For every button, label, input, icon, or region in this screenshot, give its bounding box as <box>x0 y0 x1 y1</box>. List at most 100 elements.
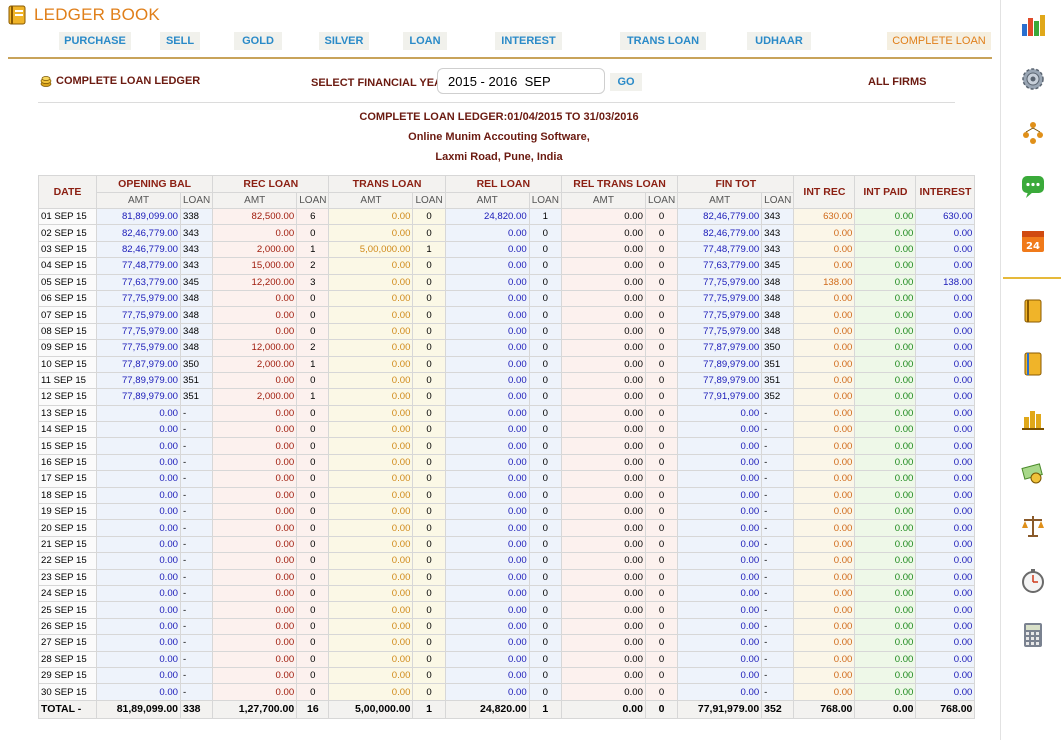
fin-amt-cell: 0.00 <box>677 666 763 685</box>
nav-gold-button[interactable]: GOLD <box>234 32 282 50</box>
cash-icon[interactable] <box>1020 460 1046 486</box>
calculator-icon[interactable] <box>1020 622 1046 648</box>
all-firms-link[interactable]: ALL FIRMS <box>868 76 927 88</box>
fin-amt-cell: 0.00 <box>677 470 763 488</box>
interest-cell: 0.00 <box>915 486 976 505</box>
trans-loan-cell: 0 <box>412 257 446 275</box>
trans-amt-cell: 0.00 <box>328 339 414 357</box>
opening-loan-cell: - <box>179 486 214 505</box>
opening-amt-cell: 0.00 <box>96 486 181 505</box>
opening-amt-cell: 0.00 <box>96 503 181 521</box>
rel-amt-cell: 0.00 <box>444 453 530 472</box>
fin-amt-cell: 0.00 <box>677 650 763 668</box>
table-row: 26 SEP 15 0.00-0.00 0 0.00 0 0.00 0 0.00 0 0.00-0… <box>38 617 976 636</box>
trans-amt-cell: 0.00 <box>328 421 414 439</box>
int-rec-cell: 0.00 <box>793 503 856 521</box>
rel-trans-loan-cell: 0 <box>644 421 679 439</box>
int-rec-cell: 0.00 <box>793 634 856 652</box>
date-cell: 03 SEP 15 <box>38 240 97 259</box>
rel-loan-cell: 0 <box>528 371 562 390</box>
int-paid-cell: 0.00 <box>854 437 917 455</box>
balance-scale-icon[interactable] <box>1020 513 1046 539</box>
opening-amt-cell: 77,75,979.00 <box>96 339 181 357</box>
interest-cell: 0.00 <box>915 453 976 472</box>
calendar-24-icon[interactable]: 24 <box>1020 228 1046 254</box>
trans-loan-cell: 0 <box>412 273 446 291</box>
int-paid-cell: 0.00 <box>854 289 917 308</box>
nav-udhaar-button[interactable]: UDHAAR <box>747 32 811 50</box>
opening-amt-cell: 0.00 <box>96 437 181 455</box>
gear-icon[interactable] <box>1020 66 1046 92</box>
trans-loan-cell: 0 <box>412 584 446 603</box>
rel-amt-cell: 0.00 <box>444 289 530 308</box>
fin-loan-cell: - <box>761 666 795 685</box>
financial-year-select[interactable] <box>437 68 605 94</box>
trans-loan-cell: 0 <box>412 289 446 308</box>
int-paid-cell: 0.00 <box>854 421 917 439</box>
rec-amt-cell: 0.00 <box>212 371 298 390</box>
financial-year-label: SELECT FINANCIAL YEAR: <box>311 77 454 89</box>
rel-loan-cell: 0 <box>528 683 562 701</box>
rec-loan-cell: 0 <box>296 404 330 423</box>
fin-loan-cell: 351 <box>761 371 795 390</box>
opening-amt-cell: 0.00 <box>96 601 181 619</box>
rel-trans-loan-cell: 0 <box>644 453 679 472</box>
table-row: 25 SEP 15 0.00-0.00 0 0.00 0 0.00 0 0.00 0 0.00-0… <box>38 601 976 619</box>
fin-amt-cell: 0.00 <box>677 617 763 636</box>
int-rec-cell: 0.00 <box>793 666 856 685</box>
nav-complete-loan-button[interactable]: COMPLETE LOAN <box>887 32 991 50</box>
rec-loan-cell: 1 <box>296 355 330 373</box>
chat-bubble-icon[interactable] <box>1020 173 1046 199</box>
people-hierarchy-icon[interactable] <box>1020 120 1046 146</box>
table-row: 27 SEP 15 0.00-0.00 0 0.00 0 0.00 0 0.00 0 0.00-0… <box>38 634 976 652</box>
bar-chart-icon[interactable] <box>1020 12 1046 38</box>
ledger-table: DATE OPENING BAL REC LOAN TRANS LOAN REL… <box>38 175 976 719</box>
rel-loan-cell: 0 <box>528 306 562 324</box>
date-cell: 10 SEP 15 <box>38 355 97 373</box>
opening-loan-cell: - <box>179 453 214 472</box>
table-row: 21 SEP 15 0.00-0.00 0 0.00 0 0.00 0 0.00 0 0.00-0… <box>38 535 976 554</box>
rel-loan-cell: 0 <box>528 584 562 603</box>
nav-trans-loan-button[interactable]: TRANS LOAN <box>620 32 706 50</box>
nav-interest-button[interactable]: INTEREST <box>495 32 562 50</box>
nav-silver-button[interactable]: SILVER <box>319 32 369 50</box>
ledger-book-2-icon[interactable] <box>1020 351 1046 377</box>
rel-amt-cell: 0.00 <box>444 503 530 521</box>
nav-purchase-button[interactable]: PURCHASE <box>59 32 131 50</box>
interest-cell: 0.00 <box>915 421 976 439</box>
rec-amt-cell: 15,000.00 <box>212 257 298 275</box>
date-cell: 09 SEP 15 <box>38 339 97 357</box>
go-button[interactable]: GO <box>610 73 642 91</box>
int-rec-cell: 0.00 <box>793 650 856 668</box>
fin-amt-cell: 0.00 <box>677 437 763 455</box>
ledger-book-icon[interactable] <box>1020 298 1046 324</box>
rec-amt-cell: 82,500.00 <box>212 207 298 226</box>
chart-columns-icon[interactable] <box>1020 405 1046 431</box>
rel-amt-cell: 0.00 <box>444 404 530 423</box>
interest-cell: 0.00 <box>915 388 976 406</box>
rel-loan-cell: 0 <box>528 617 562 636</box>
opening-loan-cell: - <box>179 552 214 570</box>
rel-trans-loan-cell: 0 <box>644 224 679 242</box>
trans-amt-cell: 0.00 <box>328 355 414 373</box>
int-paid-cell: 0.00 <box>854 568 917 586</box>
stopwatch-icon[interactable] <box>1020 568 1046 594</box>
date-cell: 15 SEP 15 <box>38 437 97 455</box>
table-row: 28 SEP 15 0.00-0.00 0 0.00 0 0.00 0 0.00 0 0.00-0… <box>38 650 976 668</box>
fin-loan-cell: - <box>761 453 795 472</box>
nav-loan-button[interactable]: LOAN <box>403 32 447 50</box>
opening-amt-cell: 0.00 <box>96 421 181 439</box>
nav-sell-button[interactable]: SELL <box>160 32 200 50</box>
fin-amt-cell: 0.00 <box>677 683 763 701</box>
trans-amt-cell: 0.00 <box>328 306 414 324</box>
table-row: 10 SEP 15 77,87,979.00 350 2,000.00 1 0.00 0 0.… <box>38 355 976 373</box>
nav-divider <box>8 57 992 59</box>
fin-amt-cell: 0.00 <box>677 404 763 423</box>
rel-trans-amt-cell: 0.00 <box>560 552 646 570</box>
rel-trans-amt-cell: 0.00 <box>560 388 646 406</box>
int-paid-cell: 0.00 <box>854 617 917 636</box>
opening-loan-cell: - <box>179 617 214 636</box>
rel-trans-loan-cell: 0 <box>644 306 679 324</box>
int-rec-cell: 0.00 <box>793 306 856 324</box>
rel-amt-cell: 0.00 <box>444 519 530 537</box>
